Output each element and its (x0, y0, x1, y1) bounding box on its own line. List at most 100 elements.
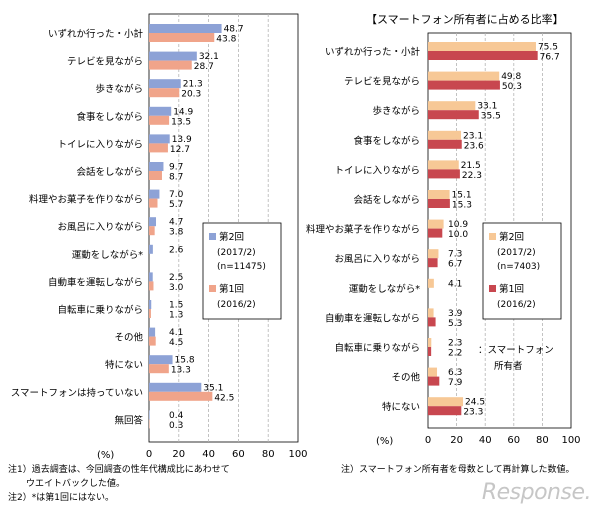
data-label-round2: 2.6 (169, 245, 184, 255)
bar-round1 (149, 33, 215, 42)
owner-label-line1: ：スマートフォン (478, 345, 554, 356)
data-label-round1: 1.3 (169, 311, 183, 321)
bar-round2 (149, 24, 222, 33)
data-label-round1: 3.0 (169, 283, 184, 293)
bar-round1 (428, 317, 436, 327)
x-tick-label: 40 (202, 449, 215, 460)
legend-sub-round2: (2017/2) (217, 248, 256, 258)
data-label-round1: 10.0 (448, 230, 468, 240)
bar-round1 (149, 226, 155, 236)
legend-swatch-round1 (489, 285, 496, 292)
bar-round1 (149, 143, 168, 153)
bar-round1 (428, 258, 438, 268)
data-label-round1: 15.3 (452, 201, 472, 211)
legend-label-round2: 第2回 (499, 231, 524, 243)
category-label: 自転車に乗りながら (334, 342, 420, 354)
category-label: 運動をしながら* (349, 283, 421, 295)
data-label-round1: 13.3 (171, 366, 191, 376)
data-label-round2: 6.3 (448, 368, 462, 378)
data-label-round2: 4.7 (169, 218, 183, 228)
data-label-round2: 15.8 (175, 356, 195, 366)
bar-round1 (149, 281, 154, 291)
bar-round2 (428, 101, 476, 111)
bar-round1 (149, 391, 213, 401)
legend-sub-round1: (2016/2) (217, 300, 256, 310)
data-label-round1: 8.7 (169, 173, 183, 183)
data-label-round2: 2.3 (448, 339, 462, 349)
note-1-cont: ウエイトバックした値。 (26, 479, 126, 489)
category-label: その他 (391, 372, 420, 384)
category-label: 無回答 (114, 414, 143, 426)
category-label: その他 (114, 332, 143, 344)
data-label-round2: 13.9 (172, 135, 192, 145)
data-label-round2: 15.1 (452, 191, 472, 201)
data-label-round1: 23.3 (463, 408, 483, 418)
x-tick-label: 60 (232, 449, 245, 460)
category-label: 特にない (382, 401, 420, 413)
category-label: 料理やお菓子を作りながら (29, 194, 143, 206)
bar-round2 (428, 367, 438, 377)
data-label-round2: 9.7 (169, 163, 183, 173)
bar-round2 (428, 397, 464, 407)
category-label: スマートフォンは持っていない (11, 387, 143, 399)
legend-sub-round2: (2017/2) (497, 248, 536, 258)
category-label: トイレに入りながら (57, 138, 143, 150)
bar-round2 (428, 308, 434, 318)
note-right: 注）スマートフォン所有者を母数として再計算した数値。 (341, 465, 575, 475)
category-label: 食事をしながら (76, 111, 143, 123)
data-label-round1: 13.5 (171, 117, 191, 127)
data-label-round1: 3.8 (169, 228, 184, 238)
bar-round2 (149, 382, 202, 392)
bar-round2 (428, 71, 500, 81)
category-label: 料理やお菓子を作りながら (306, 224, 420, 236)
data-label-round1: 20.3 (181, 90, 201, 100)
data-label-round2: 10.9 (448, 220, 468, 230)
bar-round2 (428, 190, 450, 199)
legend-swatch-round2 (209, 233, 216, 240)
note-1: 注1）過去調査は、今回調査の性年代構成比にあわせて (8, 465, 230, 475)
data-label-round2: 23.1 (463, 131, 483, 141)
bar-round2 (149, 327, 156, 337)
data-label-round1: 42.5 (214, 393, 234, 403)
bar-round1 (428, 110, 479, 120)
data-label-round2: 7.3 (448, 250, 462, 260)
category-label: お風呂に入りながら (57, 221, 143, 233)
data-label-round2: 3.9 (448, 309, 463, 319)
data-label-round2: 75.5 (538, 43, 558, 53)
bar-round1 (428, 139, 462, 149)
data-label-round2: 32.1 (199, 52, 219, 62)
bar-round1 (428, 347, 432, 356)
data-label-round1: 2.2 (448, 349, 462, 359)
data-label-round1: 28.7 (194, 62, 214, 72)
data-label-round2: 21.5 (461, 161, 481, 171)
bar-round1 (428, 376, 440, 386)
bar-round2 (428, 249, 439, 259)
bar-round2 (149, 410, 150, 420)
bar-round2 (149, 162, 164, 171)
unit-label: (%) (97, 450, 114, 461)
unit-label: (%) (376, 436, 393, 447)
bar-round1 (149, 60, 192, 70)
data-label-round1: 23.6 (464, 141, 484, 151)
data-label-round1: 50.3 (502, 82, 522, 92)
data-label-round2: 24.5 (465, 398, 485, 408)
category-label: 自動車を運転しながら (48, 276, 143, 288)
bar-round1 (428, 80, 500, 90)
legend-label-round2: 第2回 (219, 231, 244, 243)
data-label-round2: 7.0 (169, 190, 184, 200)
x-tick-label: 60 (507, 435, 520, 446)
bar-round2 (149, 106, 172, 116)
bar-round2 (149, 134, 170, 144)
legend-label-round1: 第1回 (499, 283, 524, 295)
bar-round2 (149, 244, 153, 254)
bar-round1 (149, 198, 158, 208)
data-label-round1: 5.7 (169, 200, 183, 210)
category-label: 自動車を運転しながら (325, 312, 420, 324)
bar-round1 (149, 115, 170, 125)
category-label: トイレに入りながら (334, 164, 420, 176)
bar-round2 (428, 338, 432, 347)
data-label-round2: 49.8 (501, 72, 521, 82)
bar-round2 (149, 300, 152, 309)
category-label: いずれか行った・小計 (325, 46, 421, 58)
